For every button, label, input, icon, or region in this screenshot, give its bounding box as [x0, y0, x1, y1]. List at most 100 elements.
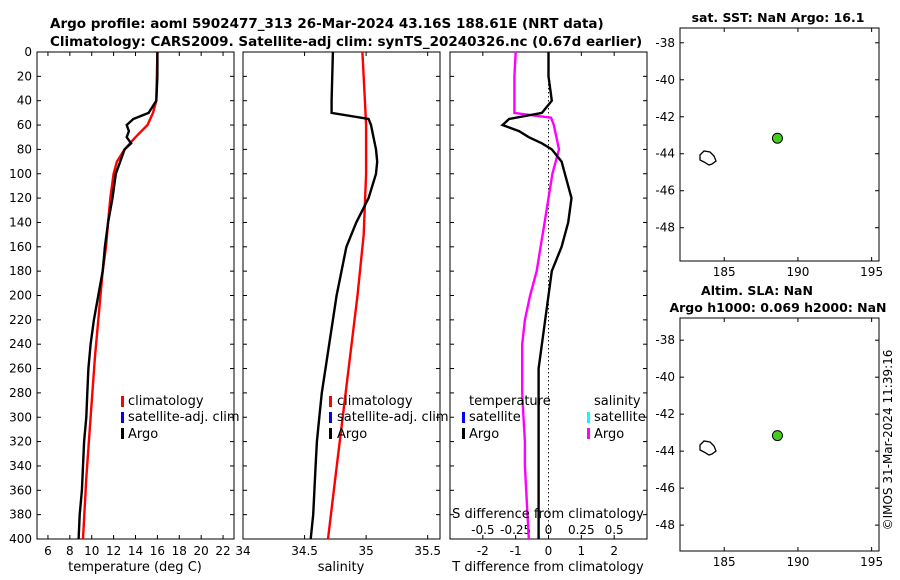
depth-tick-label: 120	[9, 191, 32, 205]
map-x-tick-label: 190	[786, 265, 809, 279]
map-y-tick-label: -42	[655, 110, 675, 124]
sst-map-float-marker	[771, 132, 783, 144]
map-y-tick-label: -40	[655, 73, 675, 87]
salinity-x-axis: 34 34.5 35 35.5	[235, 52, 441, 558]
temperature-climatology-line	[81, 51, 159, 540]
legend-swatch-sal-argo	[587, 428, 590, 439]
depth-tick-label: 280	[9, 386, 32, 400]
imos-credit: ©IMOS 31-Mar-2024 11:39:16	[881, 350, 895, 531]
x-tick-label: 2	[610, 544, 618, 558]
sla-map-float-marker	[771, 430, 783, 442]
legend-label-satellite-adj: satellite-adj. clim	[337, 410, 449, 425]
depth-tick-label: 320	[9, 435, 32, 449]
sst-map-title: sat. SST: NaN Argo: 16.1	[692, 10, 865, 25]
depth-axis: 0 20 40 60 80 100 120 140 160 180 200 220 240 260 280 3…	[9, 45, 234, 546]
x-tick-label: 22	[215, 544, 230, 558]
legend-label-argo: Argo	[337, 427, 367, 442]
temperature-legend: climatology satellite-adj. clim Argo	[121, 394, 240, 442]
depth-tick-label: 260	[9, 362, 32, 376]
depth-tick-label: 400	[9, 532, 32, 546]
map-y-tick-label: -48	[655, 221, 675, 235]
figure-title: Argo profile: aoml 5902477_313 26-Mar-20…	[50, 16, 604, 32]
x-tick-label: 0	[545, 544, 553, 558]
difference-legend: temperature salinity satellite Argo sate…	[462, 394, 646, 442]
x-tick-label: 1	[578, 544, 586, 558]
t-difference-x-axis: -2 -1 0 1 2	[477, 52, 618, 558]
s-difference-xlabel: S difference from climatology	[452, 507, 644, 522]
x-tick-label: -1	[510, 544, 522, 558]
depth-tick-label: 380	[9, 508, 32, 522]
s-tick-label: -0.5	[471, 523, 494, 537]
map-y-tick-label: -48	[655, 518, 675, 532]
legend-label-satellite-adj: satellite-adj. clim	[128, 410, 240, 425]
map-x-tick-label: 185	[713, 555, 736, 569]
legend-label-temp-argo: Argo	[469, 427, 499, 442]
temperature-xlabel: temperature (deg C)	[68, 560, 202, 575]
depth-tick-label: 180	[9, 264, 32, 278]
legend-swatch-argo	[121, 428, 124, 439]
legend-swatch-argo	[329, 428, 332, 439]
temperature-axes-box	[36, 51, 235, 540]
x-tick-label: 20	[194, 544, 209, 558]
legend-label-argo: Argo	[128, 427, 158, 442]
map-y-tick-label: -46	[655, 481, 675, 495]
x-tick-label: 14	[128, 544, 143, 558]
legend-header-salinity: salinity	[594, 394, 641, 409]
depth-tick-label: 300	[9, 410, 32, 424]
depth-tick-label: 340	[9, 459, 32, 473]
s-tick-label: 0.25	[568, 523, 595, 537]
legend-swatch-climatology	[121, 396, 124, 407]
legend-swatch-sal-satellite	[587, 412, 590, 423]
difference-panel: -2 -1 0 1 2 -0.5 -0.25 0 0.25 0.5 S difference f…	[449, 51, 648, 575]
legend-swatch-temp-satellite	[462, 412, 465, 423]
depth-tick-label: 80	[17, 142, 32, 156]
temperature-argo-line	[77, 52, 159, 540]
x-tick-label: 18	[172, 544, 187, 558]
salinity-y-ticks	[243, 51, 440, 540]
temperature-x-axis: 6 8 10 12 14 16 18 20 22	[44, 52, 231, 558]
sst-map-axes-box	[679, 27, 880, 262]
legend-swatch-temp-argo	[462, 428, 465, 439]
sla-map-coastline	[699, 440, 717, 456]
s-tick-label: 0.5	[605, 523, 624, 537]
x-tick-label: 35.5	[414, 544, 441, 558]
map-x-tick-label: 195	[860, 265, 883, 279]
legend-label-climatology: climatology	[337, 394, 413, 409]
legend-label-sal-argo: Argo	[594, 427, 624, 442]
legend-label-temp-satellite: satellite	[469, 410, 521, 425]
legend-label-climatology: climatology	[128, 394, 204, 409]
map-x-tick-label: 195	[860, 555, 883, 569]
map-x-tick-label: 185	[713, 265, 736, 279]
temperature-difference-argo-line	[500, 52, 573, 539]
sla-map-title: Altim. SLA: NaN	[701, 283, 813, 298]
sst-map-ticks: 185 190 195 -38 -40 -42 -44 -46 -48	[655, 28, 883, 279]
depth-tick-label: 140	[9, 215, 32, 229]
legend-label-sal-satellite: satellite	[594, 410, 646, 425]
x-tick-label: 6	[44, 544, 52, 558]
map-y-tick-label: -42	[655, 407, 675, 421]
s-difference-x-axis: -0.5 -0.25 0 0.25 0.5	[471, 523, 624, 537]
depth-tick-label: 360	[9, 483, 32, 497]
salinity-argo-line	[309, 51, 379, 540]
depth-tick-label: 160	[9, 240, 32, 254]
legend-swatch-satellite-adj	[329, 412, 332, 423]
map-y-tick-label: -38	[655, 36, 675, 50]
depth-tick-label: 240	[9, 337, 32, 351]
map-y-tick-label: -44	[655, 147, 675, 161]
x-tick-label: 16	[150, 544, 165, 558]
salinity-legend: climatology satellite-adj. clim Argo	[329, 394, 449, 442]
s-tick-label: 0	[545, 523, 553, 537]
x-tick-label: 10	[84, 544, 99, 558]
temperature-panel: 0 20 40 60 80 100 120 140 160 180 200 220 240 260 280 3…	[9, 45, 240, 575]
depth-tick-label: 0	[24, 45, 32, 59]
salinity-difference-argo-line	[513, 51, 561, 540]
sla-map-subtitle: Argo h1000: 0.069 h2000: NaN	[669, 300, 886, 315]
map-y-tick-label: -38	[655, 333, 675, 347]
salinity-axes-box	[242, 51, 441, 540]
map-y-tick-label: -46	[655, 184, 675, 198]
depth-tick-label: 20	[17, 69, 32, 83]
sla-map-ticks: 185 190 195 -38 -40 -42 -44 -46 -48	[655, 318, 883, 569]
depth-tick-label: 200	[9, 289, 32, 303]
depth-tick-label: 40	[17, 94, 32, 108]
figure-subtitle: Climatology: CARS2009. Satellite-adj cli…	[50, 34, 642, 50]
